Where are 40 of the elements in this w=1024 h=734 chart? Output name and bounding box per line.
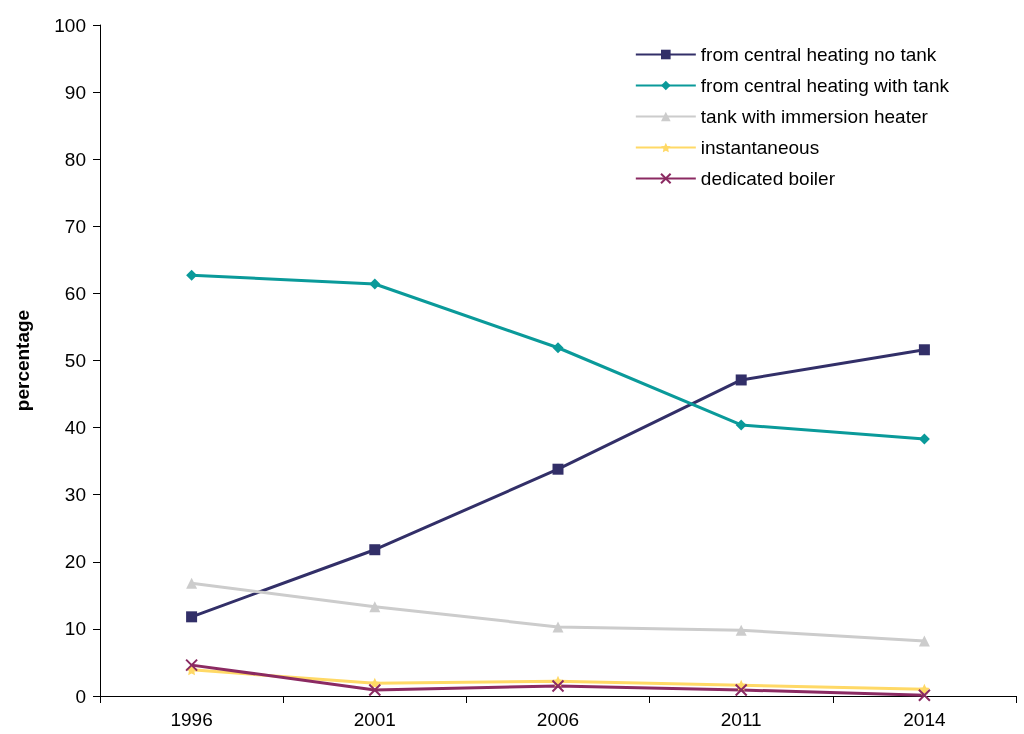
y-tick-label: 60 [64,282,86,304]
point [368,683,382,697]
point [734,683,748,697]
legend-label: tank with immersion heater [700,106,929,127]
legend-label: from central heating no tank [700,44,937,65]
point [918,635,930,647]
x-tick-label: 2006 [536,709,580,730]
point [735,419,747,431]
x-tick-label: 2001 [353,709,396,730]
y-tick-label: 90 [64,81,86,103]
x-tick-label: 2014 [903,709,946,730]
y-tick-label: 0 [75,685,86,707]
y-tick-label: 40 [64,417,86,439]
point [918,344,930,356]
point [369,601,381,613]
point [735,374,747,386]
point [185,658,199,672]
y-tick-label: 20 [64,551,86,573]
point [552,621,564,633]
y-tick-label: 70 [64,215,86,237]
y-tick-label: 80 [64,148,86,170]
point [186,611,198,623]
legend-label: dedicated boiler [700,168,836,189]
point [917,688,931,702]
point [186,577,198,589]
point [369,278,381,290]
point [551,679,565,693]
legend-label: instantaneous [700,137,820,158]
point [369,544,381,556]
legend-label: from central heating with tank [700,75,950,96]
y-tick-label: 30 [64,484,86,506]
y-tick-label: 50 [64,350,86,371]
point [552,463,564,475]
y-axis-title: percentage [12,309,33,412]
x-tick-label: 2011 [720,709,762,730]
point [552,342,564,354]
point [735,624,747,636]
x-tick-label: 1996 [170,709,213,730]
y-tick-label: 10 [64,618,86,640]
y-tick-label: 100 [54,14,86,36]
